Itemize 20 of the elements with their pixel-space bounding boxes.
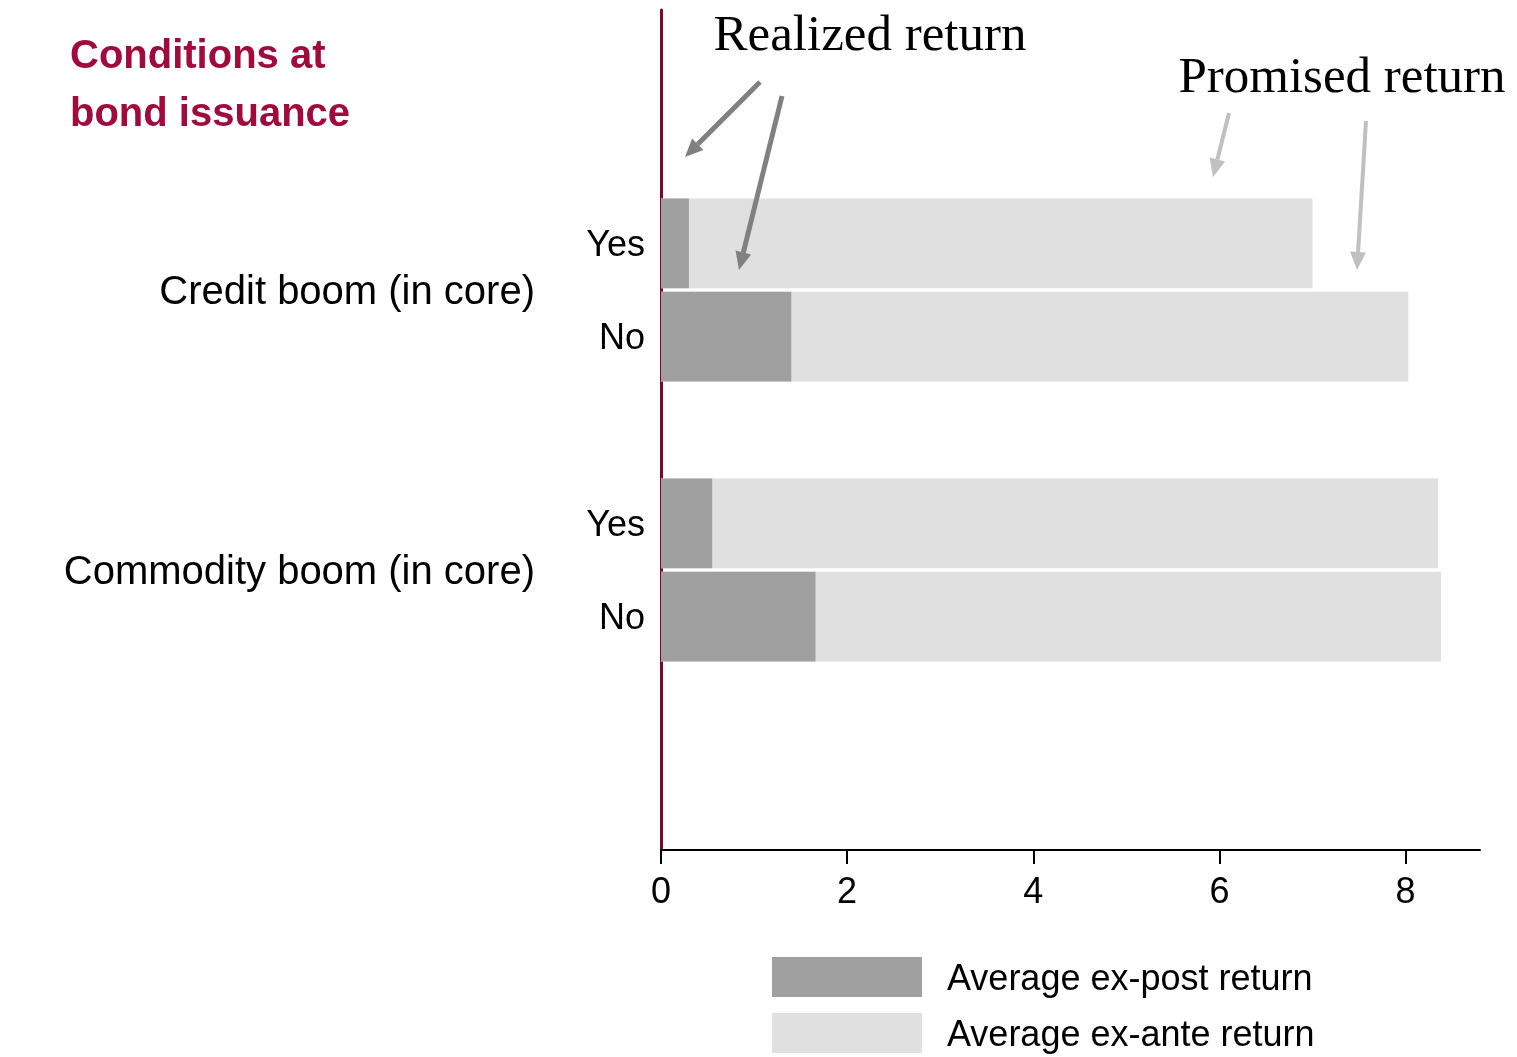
x-tick-label: 8 (1395, 869, 1416, 911)
bar (661, 571, 816, 662)
text: Credit boom (in core) (159, 268, 535, 312)
text: Commodity boom (in core) (63, 548, 535, 592)
legend-label: Average ex-ante return (947, 1012, 1315, 1054)
x-tick-label: 2 (837, 869, 858, 911)
y-tick-label: No (598, 316, 645, 358)
y-tick-label: Yes (586, 502, 645, 544)
annotation: Realized return (713, 5, 1027, 61)
y-tick-label: Yes (586, 222, 645, 264)
legend-label: Average ex-post return (947, 956, 1313, 998)
y-tick-label: No (598, 596, 645, 638)
annotation: Promised return (1178, 47, 1506, 103)
x-tick-label: 6 (1209, 869, 1230, 911)
text: Conditions at bond issuance (70, 32, 351, 134)
bar (661, 478, 713, 569)
bar (661, 291, 792, 382)
x-tick-label: 0 (650, 869, 672, 911)
bar (661, 198, 689, 289)
x-tick-label: 4 (1023, 869, 1044, 911)
